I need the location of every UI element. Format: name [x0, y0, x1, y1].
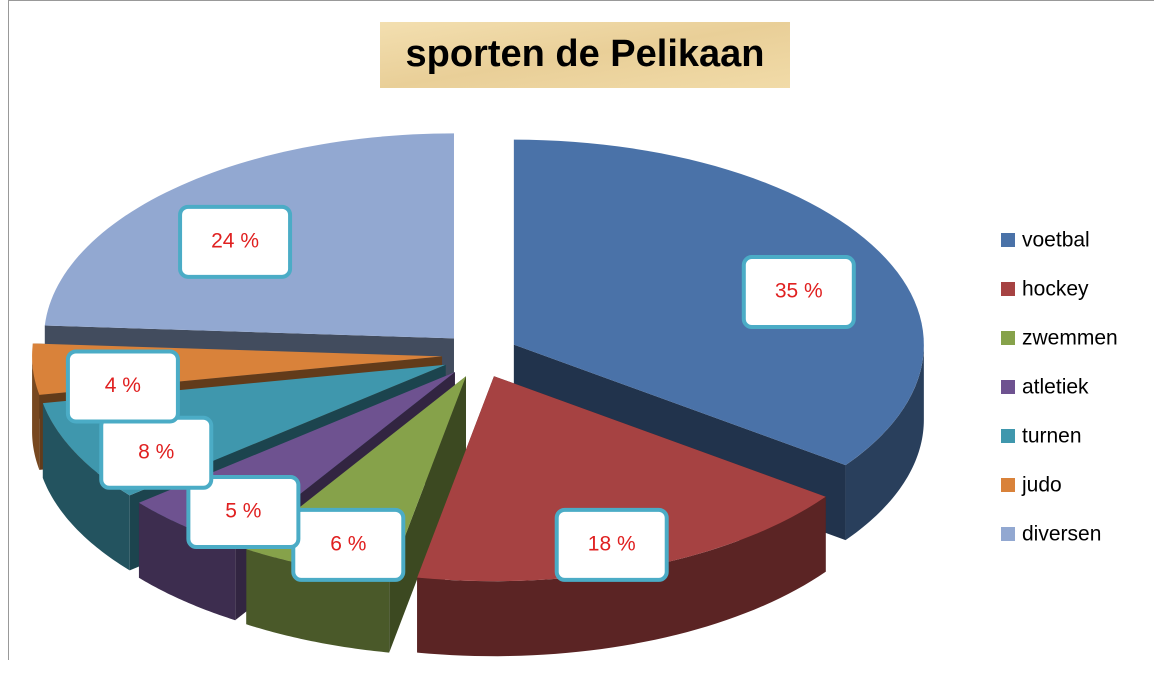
- legend-label: zwemmen: [1022, 327, 1118, 350]
- slice: [513, 139, 924, 466]
- data-label: 8 %: [138, 440, 174, 463]
- legend-swatch: [1001, 282, 1015, 296]
- legend-label: hockey: [1022, 278, 1089, 301]
- legend-swatch: [1001, 331, 1015, 345]
- legend-swatch: [1001, 478, 1015, 492]
- data-label: 6 %: [330, 532, 366, 555]
- legend-label: atletiek: [1022, 376, 1089, 399]
- title-background: [380, 22, 790, 88]
- chart-title: sporten de Pelikaan: [405, 33, 764, 75]
- data-label-box: [65, 349, 180, 424]
- data-label: 4 %: [105, 374, 141, 397]
- legend: voetbal hockey zwemmen atletiek turnen judo di…: [1001, 229, 1118, 546]
- data-label: 24 %: [211, 229, 259, 252]
- legend-swatch: [1001, 380, 1015, 394]
- legend-label: voetbal: [1022, 229, 1090, 252]
- legend-label: turnen: [1022, 425, 1082, 448]
- chart-frame: [8, 0, 1154, 660]
- slice-side: [845, 344, 924, 541]
- slice: [417, 376, 826, 582]
- legend-swatch: [1001, 233, 1015, 247]
- data-label-box: [741, 255, 856, 330]
- data-label: 18 %: [588, 532, 636, 555]
- slice-side: [32, 356, 40, 470]
- data-label-box: [178, 204, 293, 279]
- data-label-box: [186, 475, 301, 550]
- legend-label: judo: [1021, 474, 1062, 497]
- legend-swatch: [1001, 429, 1015, 443]
- data-labels: 35 % 18 % 6 % 5 % 8 % 4 % 24 %: [65, 204, 856, 582]
- data-label: 5 %: [225, 500, 261, 523]
- data-label: 35 %: [775, 280, 823, 303]
- slice-side: [42, 403, 130, 571]
- legend-swatch: [1001, 527, 1015, 541]
- data-label-box: [554, 507, 669, 582]
- slice-side: [389, 376, 467, 653]
- slice-side: [138, 502, 236, 621]
- legend-label: diversen: [1022, 523, 1101, 546]
